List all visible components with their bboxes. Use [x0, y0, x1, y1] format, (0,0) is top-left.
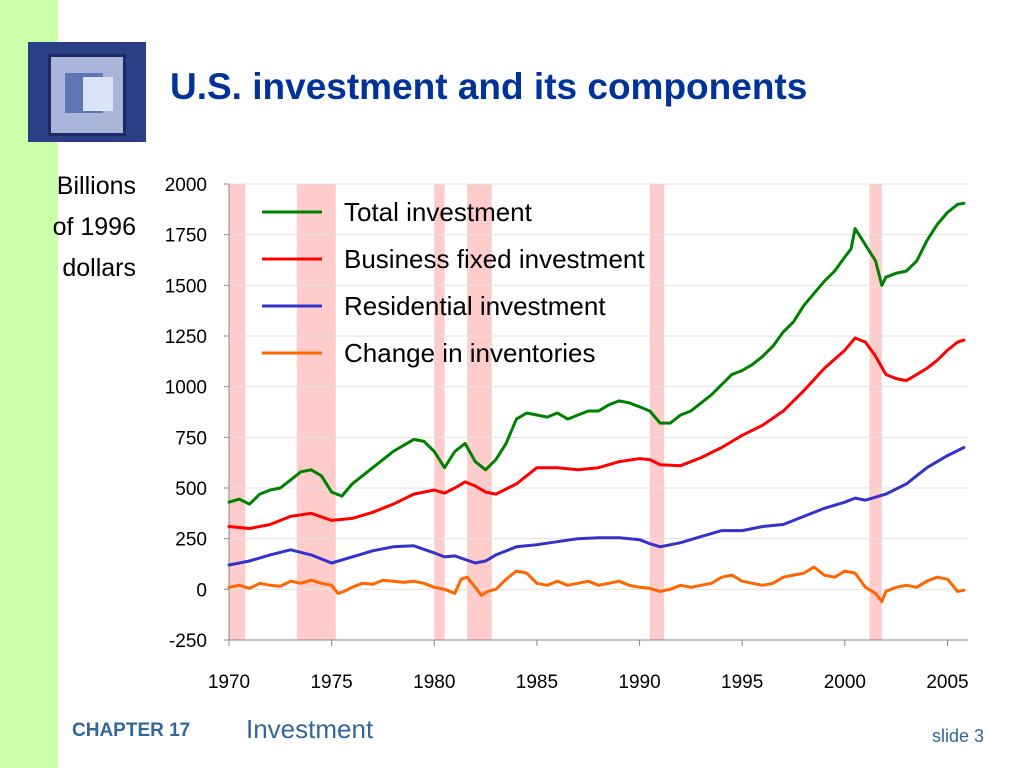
photo-inner	[65, 73, 113, 113]
y-tick-label: 1750	[165, 226, 207, 247]
y-tick-label: 1500	[165, 276, 207, 297]
recession-band-1	[296, 184, 336, 640]
y-axis-label-line-2: of 1996	[52, 213, 136, 241]
y-axis-label: Billions of 1996 dollars	[14, 166, 136, 289]
recession-band-5	[869, 184, 882, 640]
y-axis-label-line-3: dollars	[62, 254, 136, 282]
y-tick-label: 1250	[165, 327, 207, 348]
x-tick-label: 2005	[926, 672, 968, 693]
x-tick-label: 1995	[721, 672, 763, 693]
x-tick-label: 1980	[413, 672, 455, 693]
x-tick-label: 1975	[310, 672, 352, 693]
legend: Total investment Business fixed investmen…	[262, 197, 645, 368]
legend-label-0: Total investment	[344, 197, 533, 227]
y-tick-label: 250	[175, 530, 207, 551]
x-tick-label: 1985	[516, 672, 558, 693]
slide-title: U.S. investment and its components	[170, 66, 808, 107]
recession-band-0	[229, 184, 246, 640]
recession-band-4	[649, 184, 665, 640]
recession-band-2	[434, 184, 445, 640]
title-photo	[28, 42, 146, 142]
x-tick-label: 2000	[824, 672, 866, 693]
legend-label-3: Change in inventories	[344, 338, 596, 368]
series-line-0	[227, 201, 966, 506]
y-tick-label: 1000	[165, 378, 207, 399]
legend-label-1: Business fixed investment	[344, 244, 645, 274]
footer-chapter-title: Investment	[246, 714, 374, 744]
y-tick-label: 750	[175, 428, 207, 449]
photo-shaft	[83, 77, 113, 111]
series-line-1	[227, 336, 966, 530]
y-tick-label: -250	[169, 631, 207, 652]
y-tick-label: 500	[175, 479, 207, 500]
x-tick-label: 1970	[208, 672, 250, 693]
series-line-3	[227, 565, 966, 603]
x-tick-label: 1990	[618, 672, 660, 693]
recession-band-3	[467, 184, 492, 640]
footer-chapter-label: CHAPTER 17	[72, 720, 191, 741]
legend-label-2: Residential investment	[344, 291, 606, 321]
y-tick-label: 0	[196, 580, 207, 601]
series-line-2	[227, 446, 966, 567]
y-axis-label-line-1: Billions	[56, 172, 136, 200]
slide-number: slide 3	[931, 726, 984, 746]
y-tick-label: 2000	[165, 175, 207, 196]
series-lines	[227, 201, 966, 603]
photo-frame	[48, 54, 126, 136]
